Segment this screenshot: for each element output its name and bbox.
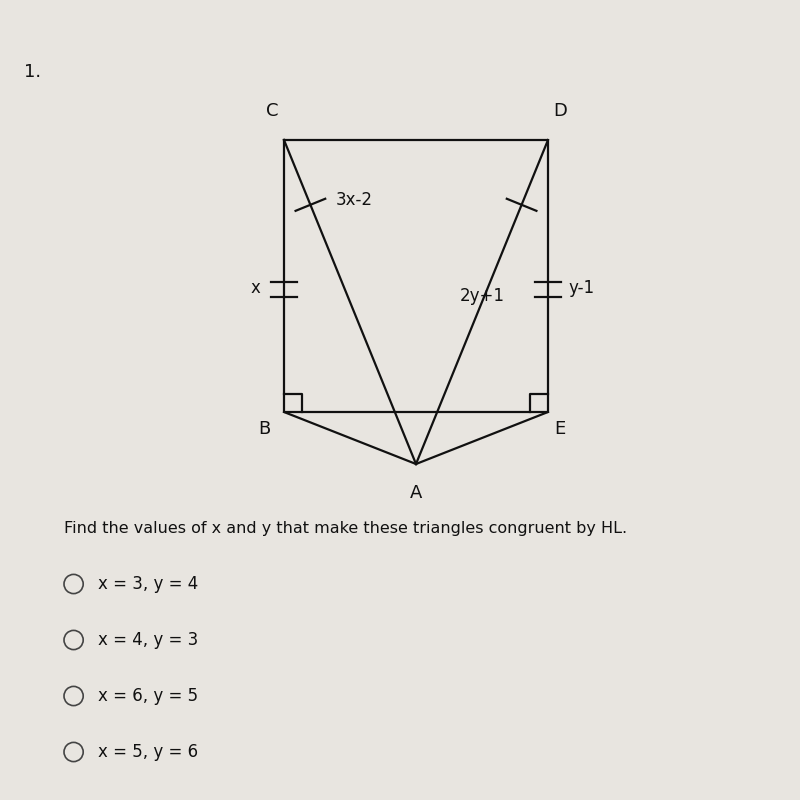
Text: 1.: 1. (24, 63, 41, 81)
Text: C: C (266, 102, 278, 120)
Text: E: E (554, 420, 566, 438)
Text: x: x (250, 279, 260, 297)
Text: y-1: y-1 (568, 279, 594, 297)
Text: A: A (410, 484, 422, 502)
Text: x = 4, y = 3: x = 4, y = 3 (98, 631, 198, 649)
Text: x = 3, y = 4: x = 3, y = 4 (98, 575, 198, 593)
Text: D: D (553, 102, 567, 120)
Text: Find the values of x and y that make these triangles congruent by HL.: Find the values of x and y that make the… (64, 521, 627, 535)
Text: 2y+1: 2y+1 (460, 287, 505, 305)
Text: B: B (258, 420, 270, 438)
Text: 3x-2: 3x-2 (336, 191, 373, 209)
Text: x = 5, y = 6: x = 5, y = 6 (98, 743, 198, 761)
Text: x = 6, y = 5: x = 6, y = 5 (98, 687, 198, 705)
